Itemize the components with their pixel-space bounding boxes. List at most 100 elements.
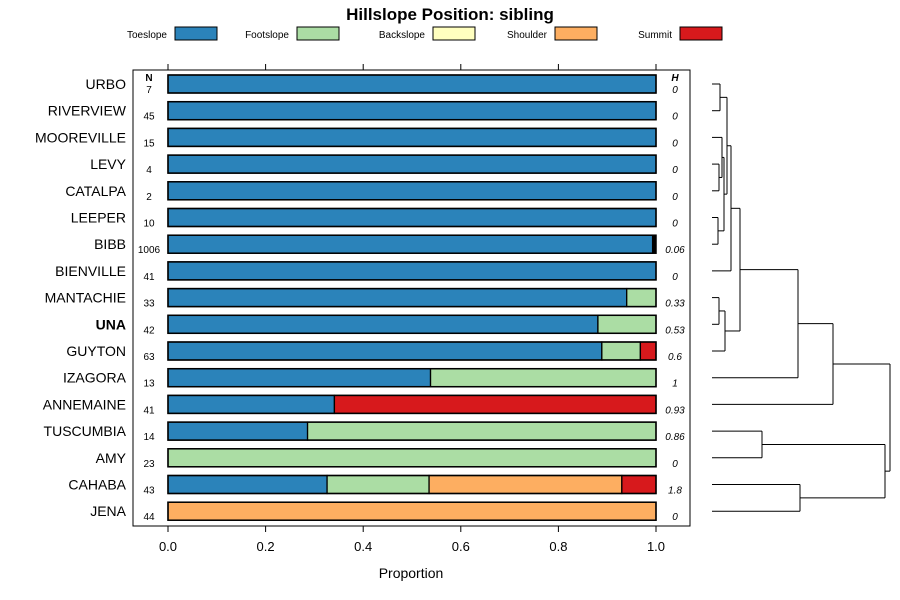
category-label: JENA <box>90 503 126 519</box>
h-value: 0 <box>672 219 678 230</box>
bar-outline <box>167 207 657 228</box>
bar-segment-footslope <box>597 314 657 334</box>
bar-segment-toeslope <box>167 74 657 94</box>
category-label: LEEPER <box>71 210 126 226</box>
bar-segment-footslope <box>306 421 657 441</box>
n-value: 42 <box>143 325 155 336</box>
n-value: 41 <box>143 272 155 283</box>
bar-segment-toeslope <box>167 394 336 415</box>
x-tick-label: 0.2 <box>257 539 275 554</box>
h-value: 0 <box>672 272 678 283</box>
plot-frame <box>132 69 691 527</box>
n-value: 41 <box>143 405 155 416</box>
category-label: CATALPA <box>65 183 126 199</box>
n-value: 10 <box>143 219 155 230</box>
h-value: 0 <box>672 85 678 96</box>
category-label: MANTACHIE <box>45 290 126 306</box>
n-value: 2 <box>146 192 152 203</box>
x-axis-title: Proportion <box>379 565 444 581</box>
bar-outline <box>167 261 657 281</box>
bar-segment-toeslope <box>167 474 328 495</box>
h-value: 0.6 <box>668 352 682 363</box>
category-label: AMY <box>96 450 127 466</box>
bar-outline <box>167 287 657 308</box>
category-label: URBO <box>86 76 127 92</box>
category-label: CAHABA <box>68 477 126 493</box>
n-value: 15 <box>143 138 155 149</box>
category-label: ANNEMAINE <box>43 396 126 412</box>
chart-title: Hillslope Position: sibling <box>346 5 554 24</box>
bar-segment-toeslope <box>167 341 603 361</box>
legend-swatch-summit <box>679 26 723 41</box>
n-value: 4 <box>146 165 152 176</box>
h-value: 1 <box>672 379 678 390</box>
category-label: LEVY <box>90 156 126 172</box>
x-tick-label: 0.0 <box>159 539 177 554</box>
h-column-header: H <box>671 73 679 84</box>
bar-outline <box>167 181 657 201</box>
legend-swatch-toeslope <box>174 26 218 41</box>
category-label: IZAGORA <box>63 370 127 386</box>
bar-segment-footslope <box>167 448 657 468</box>
bar-outline <box>167 474 657 495</box>
n-value: 45 <box>143 112 155 123</box>
legend-swatch-footslope <box>296 26 340 41</box>
h-value: 1.8 <box>668 486 682 497</box>
bar-outline <box>167 448 657 468</box>
bar-outline <box>167 100 657 121</box>
h-value: 0.06 <box>665 245 685 256</box>
n-value: 43 <box>143 486 155 497</box>
legend-label-shoulder: Shoulder <box>507 30 548 41</box>
bar-segment-toeslope <box>167 314 599 334</box>
bar-segment-shoulder <box>167 501 657 521</box>
h-value: 0.86 <box>665 432 685 443</box>
bars: URBO 7 0 RIVERVIEW 45 0 MOOREVILLE 15 0 LEVY 4 0 CAT… <box>35 74 685 523</box>
legend-label-footslope: Footslope <box>245 30 289 41</box>
category-label: BIBB <box>94 236 126 252</box>
bar-segment-toeslope <box>167 154 657 174</box>
bar-segment-toeslope <box>167 181 657 201</box>
h-value: 0 <box>672 165 678 176</box>
bar-outline <box>167 367 657 388</box>
bar-segment-toeslope <box>167 101 657 121</box>
x-tick-label: 0.8 <box>549 539 567 554</box>
h-value: 0 <box>672 112 678 123</box>
category-label: TUSCUMBIA <box>44 423 127 439</box>
n-value: 14 <box>143 432 155 443</box>
axes: 0.0 0.2 0.4 0.6 0.8 1.0 <box>159 64 665 554</box>
bar-segment-toeslope <box>167 368 432 388</box>
category-label: BIENVILLE <box>55 263 126 279</box>
x-tick-label: 0.4 <box>354 539 372 554</box>
bar-outline <box>167 127 657 148</box>
n-value: 63 <box>143 352 155 363</box>
legend-label-summit: Summit <box>638 30 672 41</box>
bar-segment-toeslope <box>167 127 657 148</box>
bar-segment-footslope <box>429 368 657 388</box>
bar-segment-footslope <box>326 474 430 495</box>
legend-swatch-shoulder <box>554 26 598 41</box>
bar-segment-summit <box>639 341 657 361</box>
bar-outline <box>167 234 657 254</box>
h-value: 0 <box>672 192 678 203</box>
bar-outline <box>167 154 657 174</box>
legend-label-toeslope: Toeslope <box>127 30 167 41</box>
x-tick-label: 0.6 <box>452 539 470 554</box>
bar-segment-toeslope <box>167 207 657 228</box>
bar-outline <box>167 394 657 415</box>
x-tick-label: 1.0 <box>647 539 665 554</box>
h-value: 0 <box>672 138 678 149</box>
bar-outline <box>167 421 657 441</box>
n-value: 44 <box>143 512 155 523</box>
n-column-header: N <box>145 73 152 84</box>
bar-outline <box>167 74 657 94</box>
legend-swatch-backslope <box>432 26 476 41</box>
bar-outline <box>167 501 657 521</box>
bar-segment-toeslope <box>167 421 309 441</box>
n-value: 13 <box>143 379 155 390</box>
n-value: 7 <box>146 85 152 96</box>
h-value: 0.33 <box>665 299 685 310</box>
category-label: GUYTON <box>66 343 126 359</box>
bar-segment-shoulder <box>428 474 623 495</box>
n-value: 1006 <box>138 245 161 256</box>
